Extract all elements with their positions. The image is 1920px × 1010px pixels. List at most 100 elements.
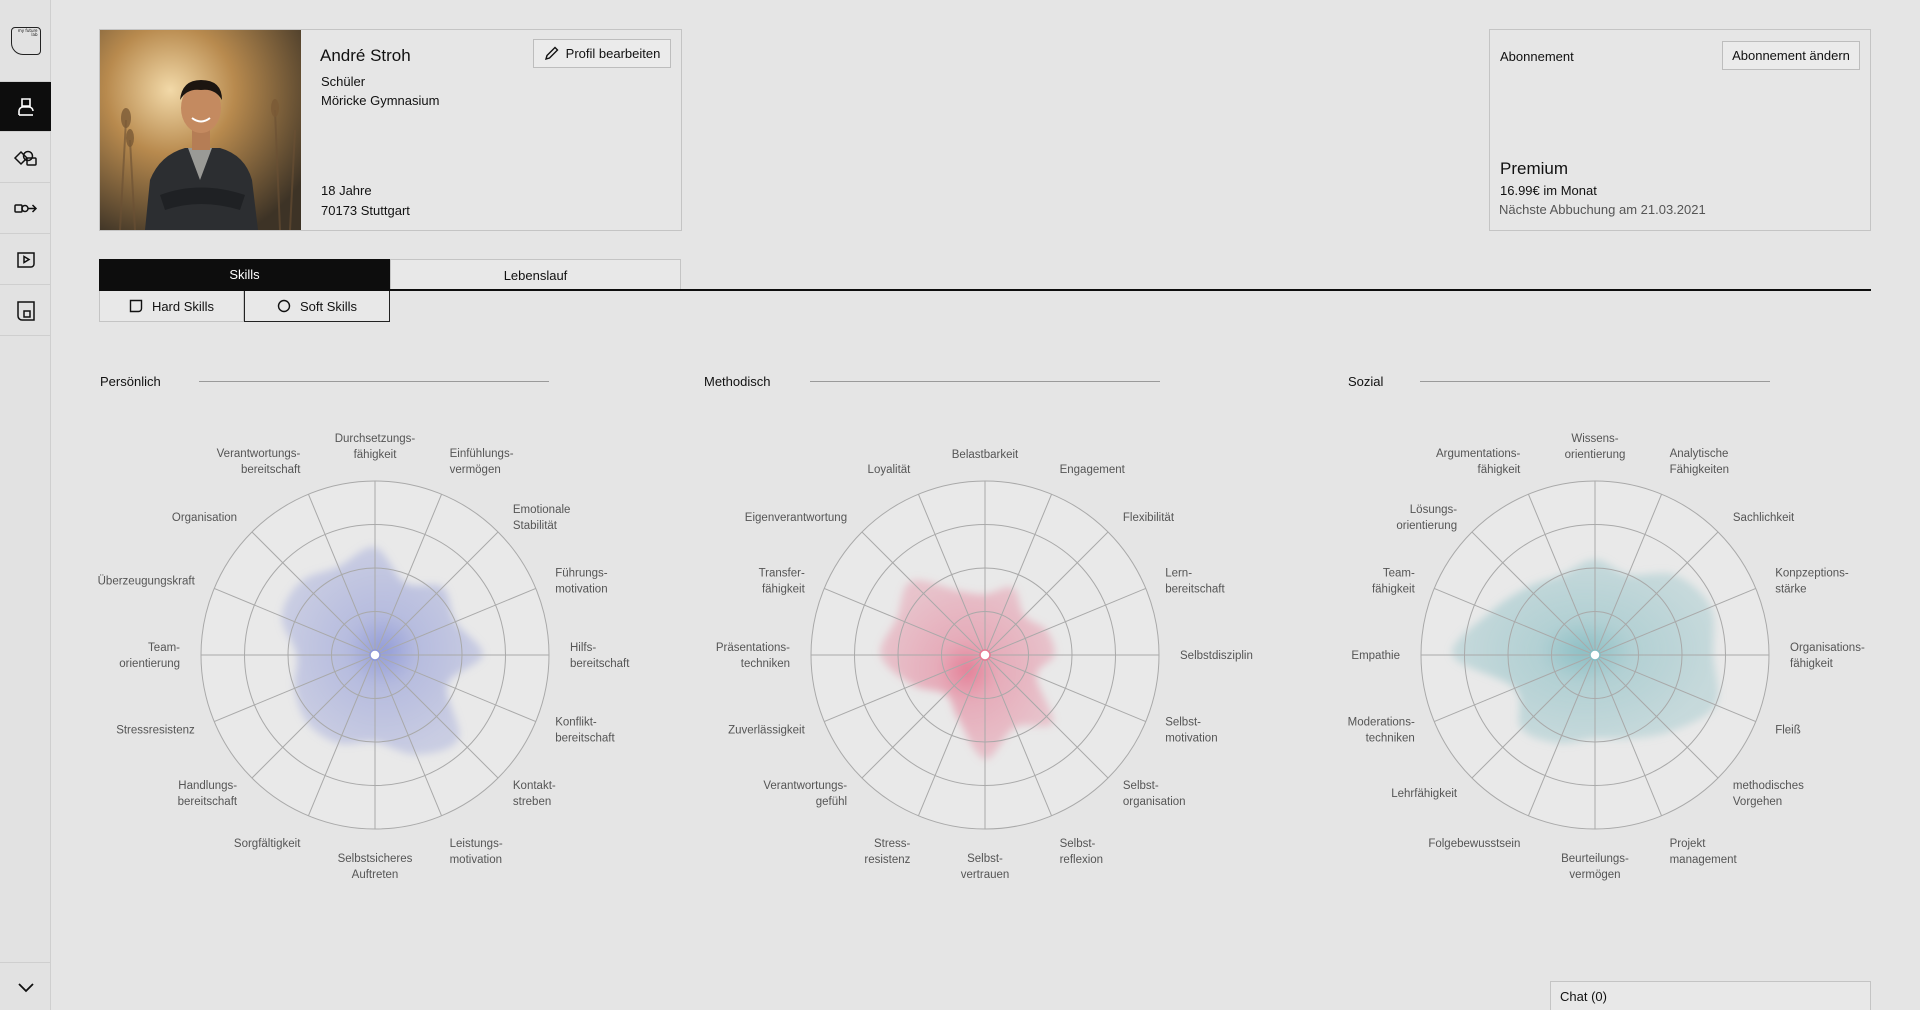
radar-spoke bbox=[214, 587, 376, 656]
subscription-plan: Premium bbox=[1500, 159, 1569, 178]
radar-spoke bbox=[1471, 654, 1596, 779]
chat-button[interactable]: Chat (0) bbox=[1550, 981, 1871, 1010]
radar-axis-label: Präsentations-techniken bbox=[716, 642, 790, 670]
radar-axis-label: Folgebewusstsein bbox=[1428, 838, 1520, 850]
change-subscription-button[interactable]: Abonnement ändern bbox=[1722, 41, 1860, 70]
radar-axis-label-line: Analytische bbox=[1670, 448, 1729, 460]
radar-axis-label: Überzeugungskraft bbox=[98, 575, 196, 587]
radar-axis-label-line: bereitschaft bbox=[555, 733, 615, 745]
radar-axis-label-line: Belastbarkeit bbox=[952, 449, 1019, 461]
radar-axis-label-line: Transfer- bbox=[759, 567, 805, 579]
radar-spoke bbox=[1594, 654, 1756, 723]
radar-axis-label: Selbstsicheres Auftreten bbox=[338, 853, 413, 881]
logo[interactable]: my future lab bbox=[0, 0, 51, 82]
radar-spoke bbox=[917, 654, 986, 816]
radar-spoke bbox=[374, 494, 443, 656]
subtab-hard-label: Hard Skills bbox=[151, 298, 215, 314]
radar-spoke bbox=[984, 494, 1053, 656]
sidebar: my future lab bbox=[0, 0, 51, 1010]
subtab-hard-skills[interactable]: Hard Skills bbox=[99, 291, 244, 322]
radar-chart-method: Belastbarkeit Engagement Flexibilität Lern-… bbox=[716, 449, 1253, 881]
subscription-price: 16.99€ im Monat bbox=[1500, 183, 1597, 198]
section-line-social bbox=[1420, 381, 1770, 382]
radar-axis-label: Empathie bbox=[1351, 650, 1400, 662]
radar-axis-label-line: reflexion bbox=[1060, 854, 1103, 866]
radar-spoke bbox=[984, 531, 1109, 656]
radar-axis-label-line: vermögen bbox=[1569, 869, 1620, 881]
radar-axis-label-line: Stress- bbox=[874, 838, 911, 850]
radar-spoke bbox=[1471, 531, 1596, 656]
radar-axis-label: Analytische Fähigkeiten bbox=[1670, 448, 1729, 476]
collapse-button[interactable] bbox=[0, 962, 51, 1010]
radar-axis-label-line: Überzeugungskraft bbox=[98, 575, 196, 587]
sidebar-item-portfolio[interactable] bbox=[0, 286, 51, 336]
circle-icon bbox=[277, 299, 291, 313]
radar-axis-label-line: Führungs- bbox=[555, 567, 608, 579]
tab-skills[interactable]: Skills bbox=[99, 259, 390, 290]
radar-axis-label: Selbst-organisation bbox=[1123, 780, 1186, 808]
radar-axis-label-line: Verantwortungs- bbox=[763, 780, 847, 792]
radar-axis-label: Emotionale Stabilität bbox=[513, 504, 571, 532]
radar-axis-label-line: methodisches bbox=[1733, 780, 1804, 792]
section-title-social: Sozial bbox=[1348, 374, 1384, 389]
radar-axis-label-line: Loyalität bbox=[868, 464, 912, 476]
radar-axis-label-line: techniken bbox=[1366, 733, 1415, 745]
radar-area bbox=[281, 546, 483, 755]
radar-axis-label: Verantwortungs-bereitschaft bbox=[217, 448, 302, 476]
radar-spoke bbox=[374, 587, 536, 656]
tab-cv[interactable]: Lebenslauf bbox=[390, 259, 681, 290]
radar-axis-label-line: fähigkeit bbox=[1478, 464, 1522, 476]
section-title-method: Methodisch bbox=[704, 374, 771, 389]
radar-axis-label: Wissens-orientierung bbox=[1565, 433, 1626, 461]
radar-axis-label-line: fähigkeit bbox=[1790, 658, 1834, 670]
radar-axis-label-line: Argumentations- bbox=[1436, 448, 1521, 460]
radar-axis-label-line: Stabilität bbox=[513, 520, 558, 532]
radar-axis-label-line: Empathie bbox=[1351, 650, 1400, 662]
sidebar-item-path[interactable] bbox=[0, 184, 51, 234]
radar-spoke bbox=[374, 654, 499, 779]
subtab-soft-skills[interactable]: Soft Skills bbox=[244, 291, 390, 322]
radar-spoke bbox=[214, 654, 376, 723]
profile-role: Schüler bbox=[321, 74, 366, 89]
profile-name: André Stroh bbox=[320, 46, 411, 65]
radar-spoke bbox=[307, 494, 376, 656]
radar-axis-label: Führungs-motivation bbox=[555, 567, 608, 595]
radar-axis-label-line: Stressresistenz bbox=[116, 725, 195, 737]
radar-axis-label-line: Einfühlungs- bbox=[450, 448, 514, 460]
radar-axis-label-line: Fleiß bbox=[1775, 725, 1801, 737]
radar-axis-label-line: Emotionale bbox=[513, 504, 571, 516]
portfolio-icon bbox=[16, 300, 35, 321]
radar-axis-label: Selbst-reflexion bbox=[1060, 838, 1103, 866]
radar-center bbox=[369, 649, 381, 661]
radar-spoke bbox=[1527, 654, 1596, 816]
radar-axis-label-line: Beurteilungs- bbox=[1561, 853, 1629, 865]
radar-axis-label: Eigenverantwortung bbox=[745, 512, 847, 524]
square-icon bbox=[129, 299, 143, 313]
pencil-icon bbox=[544, 46, 559, 61]
radar-axis-label-line: Konpzeptions- bbox=[1775, 567, 1849, 579]
sidebar-item-shapes[interactable] bbox=[0, 133, 51, 183]
tab-divider bbox=[99, 289, 1871, 291]
sidebar-item-profile[interactable] bbox=[0, 82, 51, 132]
radar-axis-label: Konpzeptions-stärke bbox=[1775, 567, 1849, 595]
radar-axis-label: Flexibilität bbox=[1123, 512, 1175, 524]
radar-spoke bbox=[1434, 587, 1596, 656]
radar-spoke bbox=[984, 587, 1146, 656]
radar-axis-label-line: Flexibilität bbox=[1123, 512, 1175, 524]
sidebar-item-video[interactable] bbox=[0, 235, 51, 285]
radar-spoke bbox=[1527, 494, 1596, 656]
radar-spoke bbox=[374, 531, 499, 656]
radar-axis-label: Leistungs-motivation bbox=[450, 838, 503, 866]
section-line-method bbox=[810, 381, 1160, 382]
radar-spoke bbox=[1434, 654, 1596, 723]
radar-axis-label-line: Lösungs- bbox=[1410, 504, 1457, 516]
radar-axis-label-line: Sorgfältigkeit bbox=[234, 838, 301, 850]
profile-school: Möricke Gymnasium bbox=[321, 93, 440, 108]
edit-profile-button[interactable]: Profil bearbeiten bbox=[533, 39, 671, 68]
radar-spoke bbox=[374, 654, 443, 816]
radar-axis-label-line: Selbst- bbox=[1165, 717, 1201, 729]
radar-axis-label: Verantwortungs-gefühl bbox=[763, 780, 847, 808]
radar-axis-label-line: organisation bbox=[1123, 796, 1186, 808]
subscription-title: Abonnement bbox=[1500, 49, 1574, 64]
radar-spoke bbox=[824, 587, 986, 656]
